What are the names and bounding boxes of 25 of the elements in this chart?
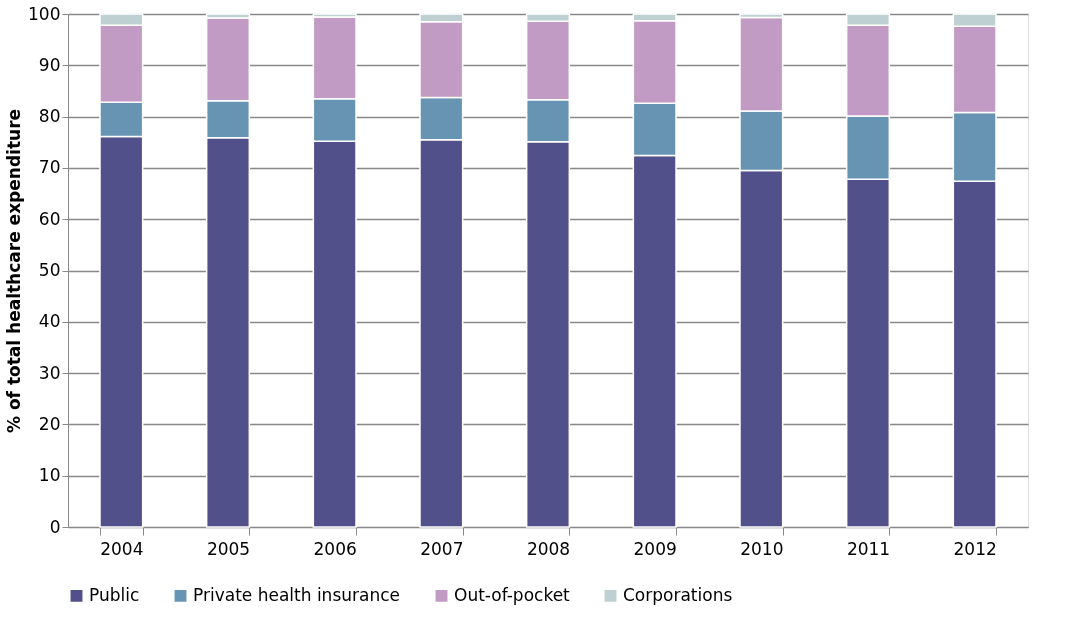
x-tick-label: 2005 xyxy=(206,538,251,559)
y-tick-label: 30 xyxy=(38,362,61,383)
y-tick-label: 20 xyxy=(38,413,61,434)
x-tick-label: 2004 xyxy=(100,538,144,559)
y-tick-label: 80 xyxy=(38,106,61,127)
y-tick-label: 60 xyxy=(38,208,61,229)
y-tick-label: 10 xyxy=(38,465,61,486)
x-tick-label: 2008 xyxy=(526,538,571,559)
legend-label: Private health insurance xyxy=(193,584,401,605)
y-tick-label: 50 xyxy=(38,260,61,280)
legend-label: Public xyxy=(89,584,140,605)
y-tick-label: 100 xyxy=(28,3,61,24)
x-tick-label: 2007 xyxy=(420,538,464,559)
x-tick-label: 2010 xyxy=(740,538,784,559)
y-tick-label: 70 xyxy=(38,157,61,178)
x-tick-label: 2011 xyxy=(846,538,891,559)
y-tick-label: 0 xyxy=(49,516,61,537)
legend-label: Corporations xyxy=(623,584,733,605)
x-tick-label: 2012 xyxy=(953,538,997,559)
y-tick-label: 40 xyxy=(38,311,61,332)
y-axis-title: % of total healthcare expenditure xyxy=(4,108,25,434)
x-tick-label: 2006 xyxy=(313,538,357,559)
y-tick-label: 90 xyxy=(38,54,61,75)
legend-label: Out-of-pocket xyxy=(454,584,571,605)
x-tick-label: 2009 xyxy=(633,538,677,559)
